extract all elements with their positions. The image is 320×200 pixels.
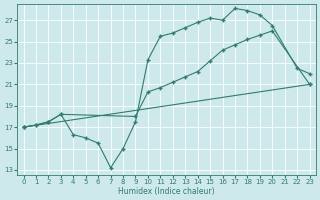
X-axis label: Humidex (Indice chaleur): Humidex (Indice chaleur) — [118, 187, 215, 196]
